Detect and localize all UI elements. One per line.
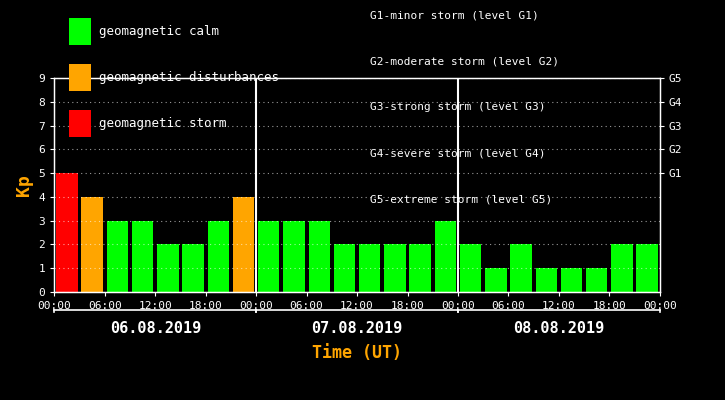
Bar bbox=[536, 268, 557, 292]
Text: geomagnetic disturbances: geomagnetic disturbances bbox=[99, 71, 279, 84]
Bar bbox=[207, 221, 229, 292]
Text: G4-severe storm (level G4): G4-severe storm (level G4) bbox=[370, 148, 545, 158]
Bar bbox=[359, 244, 381, 292]
Bar bbox=[485, 268, 507, 292]
Y-axis label: Kp: Kp bbox=[15, 174, 33, 196]
Bar bbox=[460, 244, 481, 292]
Text: G5-extreme storm (level G5): G5-extreme storm (level G5) bbox=[370, 194, 552, 204]
Bar bbox=[334, 244, 355, 292]
Text: geomagnetic calm: geomagnetic calm bbox=[99, 25, 220, 38]
Bar bbox=[157, 244, 178, 292]
Bar bbox=[57, 173, 78, 292]
Bar bbox=[434, 221, 456, 292]
Bar bbox=[107, 221, 128, 292]
Bar bbox=[233, 197, 254, 292]
Text: geomagnetic storm: geomagnetic storm bbox=[99, 117, 227, 130]
Bar bbox=[132, 221, 154, 292]
Bar bbox=[560, 268, 582, 292]
Bar bbox=[510, 244, 531, 292]
Bar bbox=[183, 244, 204, 292]
Bar bbox=[384, 244, 405, 292]
Bar bbox=[258, 221, 280, 292]
Text: 08.08.2019: 08.08.2019 bbox=[513, 321, 605, 336]
Bar bbox=[283, 221, 304, 292]
Bar bbox=[410, 244, 431, 292]
Bar bbox=[637, 244, 658, 292]
Bar bbox=[611, 244, 633, 292]
Text: Time (UT): Time (UT) bbox=[312, 344, 402, 362]
Bar bbox=[309, 221, 330, 292]
Text: G1-minor storm (level G1): G1-minor storm (level G1) bbox=[370, 10, 539, 20]
Text: G2-moderate storm (level G2): G2-moderate storm (level G2) bbox=[370, 56, 559, 66]
Text: 07.08.2019: 07.08.2019 bbox=[312, 321, 402, 336]
Bar bbox=[81, 197, 103, 292]
Text: 06.08.2019: 06.08.2019 bbox=[109, 321, 201, 336]
Bar bbox=[586, 268, 608, 292]
Text: G3-strong storm (level G3): G3-strong storm (level G3) bbox=[370, 102, 545, 112]
